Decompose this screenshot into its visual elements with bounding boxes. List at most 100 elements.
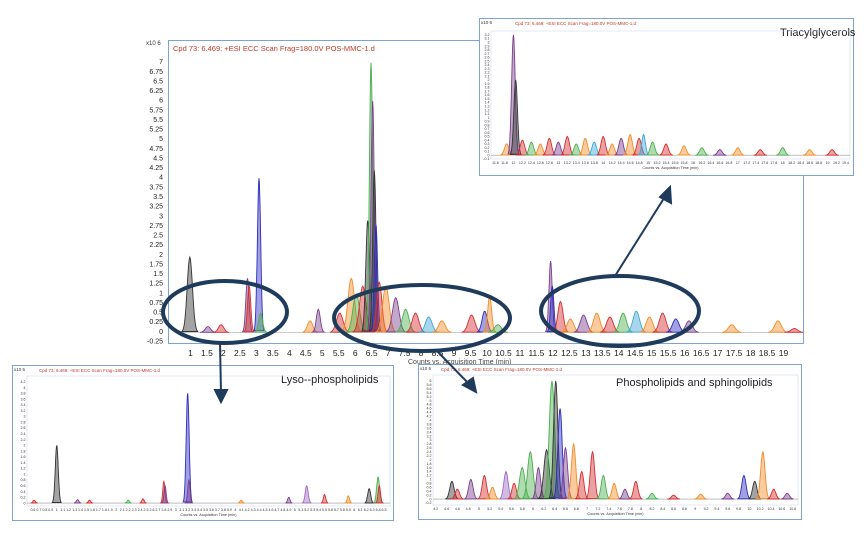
- x-tick-label: 5.4: [498, 507, 503, 511]
- x-tick-label: 5: [294, 508, 296, 512]
- x-tick-label: 14.8: [636, 161, 643, 165]
- pl-chart-header: Cpd 73: 6.469: +ESI ECC Scan Frag=180.0V…: [441, 367, 563, 372]
- x-tick-label: 14.2: [609, 161, 616, 165]
- x-tick-label: 18.2: [788, 161, 795, 165]
- y-tick-label: 2: [488, 78, 490, 82]
- x-tick-label: 0.6: [30, 508, 35, 512]
- main-y-tick-label: 2.75: [149, 223, 163, 230]
- x-tick-label: 13.8: [591, 161, 598, 165]
- x-tick-label: 2: [115, 508, 117, 512]
- main-y-tick-label: 3.25: [149, 204, 163, 211]
- y-tick-label: 2.3: [485, 67, 490, 71]
- x-tick-label: 1.9: [108, 508, 113, 512]
- y-tick-label: 3.2: [485, 33, 490, 37]
- x-tick-label: 6.8: [574, 507, 579, 511]
- main-chart-header: Cpd 73: 6.469: +ESI ECC Scan Frag=180.0V…: [173, 44, 375, 53]
- main-x-tick-label: 9.5: [465, 348, 477, 358]
- x-tick-label: 3: [175, 508, 177, 512]
- x-tick-label: 13: [556, 161, 560, 165]
- y-tick-label: 0.7: [485, 127, 490, 131]
- x-tick-label: 10.6: [778, 507, 785, 511]
- lyso-inset-chart: 0.6 0.7 0.8 0.9 1 1.1 1.2 1.3 1.4 1.5 1.6 1.7 1.8 1.9…: [21, 375, 391, 517]
- x-tick-label: 2.5: [144, 508, 149, 512]
- x-tick-label: 5.2: [487, 507, 492, 511]
- main-y-tick-label: 0.5: [153, 310, 163, 317]
- x-tick-label: 17.4: [752, 161, 759, 165]
- y-tick-label: 4.2: [21, 380, 26, 384]
- x-tick-label: 1.3: [72, 508, 77, 512]
- x-tick-label: 6.3: [370, 508, 375, 512]
- x-tick-label: 12.4: [528, 161, 535, 165]
- chart-peak: [637, 133, 650, 156]
- x-tick-label: 0.7: [36, 508, 41, 512]
- chart-peak: [632, 137, 646, 156]
- chart-peak: [507, 34, 520, 155]
- y-tick-label: -0.2: [425, 501, 431, 505]
- x-tick-label: 17.6: [761, 161, 768, 165]
- x-tick-label: 7.8: [628, 507, 633, 511]
- y-tick-label: 1: [488, 116, 490, 120]
- chart-peak: [301, 485, 312, 504]
- x-tick-label: 14.4: [618, 161, 625, 165]
- y-tick-label: 1.8: [427, 462, 432, 466]
- x-tick-label: 9.2: [704, 507, 709, 511]
- x-tick-label: 4.4: [257, 508, 262, 512]
- chart-peak: [485, 486, 500, 500]
- main-x-tick-label: 12: [548, 348, 558, 358]
- x-tick-label: 6.5: [382, 508, 387, 512]
- main-y-tick-label: 5.25: [149, 127, 163, 134]
- x-tick-label: 6.2: [541, 507, 546, 511]
- y-tick-label: 3: [24, 415, 26, 419]
- main-y-tick-label: 4.5: [153, 155, 163, 162]
- chart-peak: [755, 450, 771, 500]
- y-tick-label: 2: [430, 458, 432, 462]
- main-x-tick-label: 11: [516, 348, 525, 358]
- pl-inset-panel: Cpd 73: 6.469: +ESI ECC Scan Frag=180.0V…: [418, 364, 802, 520]
- y-tick-label: 4.6: [427, 407, 432, 411]
- y-tick-label: 0.1: [485, 150, 490, 154]
- x-tick-label: 1.6: [90, 508, 95, 512]
- y-tick-label: 3.2: [427, 434, 432, 438]
- y-tick-label: 1.8: [21, 449, 26, 453]
- y-tick-label: 0.8: [21, 478, 26, 482]
- chart-peak: [364, 488, 376, 504]
- x-tick-label: 15.8: [680, 161, 687, 165]
- y-tick-label: 1.4: [427, 470, 432, 474]
- chart-peak: [520, 450, 540, 500]
- main-y-tick-label: 1.75: [149, 261, 163, 268]
- main-y-tick-label: 1: [159, 290, 163, 297]
- x-tick-label: 3.8: [221, 508, 226, 512]
- y-tick-label: 1.9: [485, 82, 490, 86]
- x-tick-label: 5.7: [334, 508, 339, 512]
- x-tick-label: 4: [234, 508, 236, 512]
- chart-peak: [645, 492, 659, 500]
- chart-peak: [677, 145, 691, 156]
- chart-peak: [374, 484, 385, 504]
- main-x-tick-label: 17: [713, 348, 723, 358]
- y-tick-label: 1.6: [21, 455, 26, 459]
- x-tick-label: 11.8: [501, 161, 508, 165]
- chart-peak: [462, 478, 479, 500]
- main-x-tick-label: 3: [254, 348, 259, 358]
- x-tick-label: 4.2: [245, 508, 250, 512]
- main-x-tick-label: 8: [419, 348, 424, 358]
- y-tick-label: 0.4: [427, 489, 432, 493]
- y-tick-label: 2.2: [427, 454, 432, 458]
- chart-peak: [124, 499, 132, 504]
- plot-frame: [490, 30, 851, 160]
- main-y-tick-label: 1.5: [153, 271, 163, 278]
- y-tick-label: 5: [430, 399, 432, 403]
- chart-peak: [753, 149, 768, 156]
- y-tick-label: -0.1: [483, 157, 489, 161]
- chart-peak: [667, 494, 681, 500]
- x-tick-label: 1.7: [96, 508, 101, 512]
- y-tick-label: 0.2: [427, 493, 432, 497]
- x-tick-label: 2.3: [132, 508, 137, 512]
- x-tick-label: 4.4: [444, 507, 449, 511]
- y-tick-label: 3.4: [21, 403, 26, 407]
- y-tick-label: 2.6: [485, 56, 490, 60]
- chart-peak: [499, 470, 513, 500]
- tag-inset-chart: 11.6 11.8 12 12.2 12.4 12.6 12.8 13 13.2 13.4 13.6…: [483, 30, 851, 170]
- x-tick-label: 0.9: [48, 508, 53, 512]
- main-y-tick-label: 3.5: [153, 194, 163, 201]
